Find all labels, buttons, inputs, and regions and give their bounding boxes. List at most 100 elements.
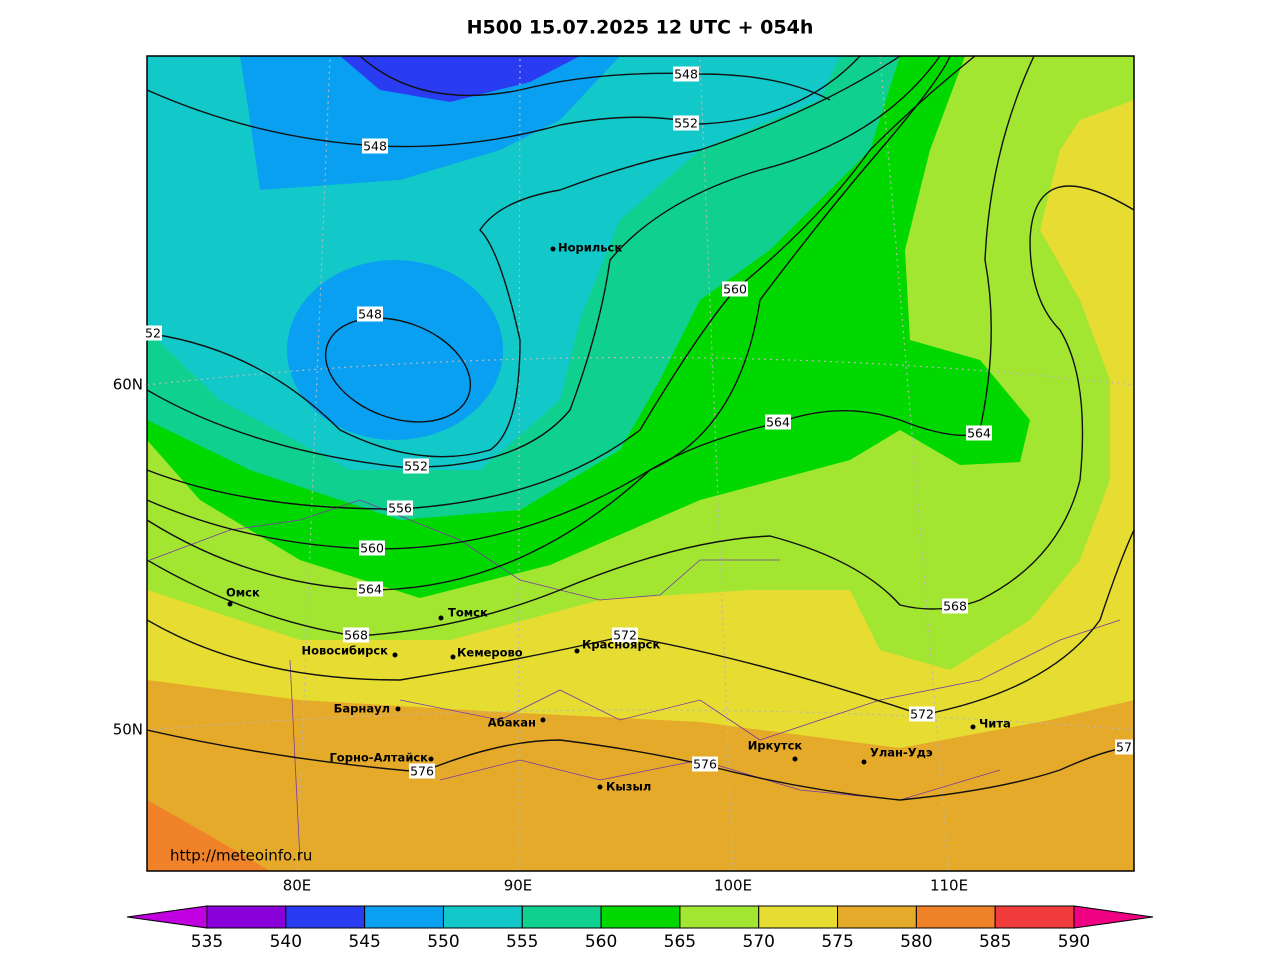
band-545-550 bbox=[240, 56, 620, 190]
contour-label-box bbox=[357, 306, 383, 322]
colorbar-label: 585 bbox=[979, 932, 1011, 952]
colorbar-label: 590 bbox=[1058, 932, 1090, 952]
map-area bbox=[147, 56, 1134, 871]
colorbar-label: 580 bbox=[900, 932, 932, 952]
contour-label-box bbox=[966, 425, 992, 441]
contour-label-box bbox=[612, 627, 638, 643]
contour-line bbox=[151, 56, 901, 458]
city-name: Горно-Алтайск bbox=[329, 751, 428, 765]
contour-label: 57 bbox=[1116, 740, 1132, 755]
contour-label-box bbox=[343, 627, 369, 643]
city-name: Чита bbox=[979, 717, 1011, 731]
colorbar-label: 550 bbox=[427, 932, 459, 952]
contour-label-box bbox=[144, 325, 162, 341]
city-dot bbox=[970, 724, 976, 730]
band-580-585 bbox=[147, 800, 270, 871]
contour-label: 548 bbox=[674, 67, 698, 82]
city-name: Кызыл bbox=[606, 780, 651, 794]
contour-label: 548 bbox=[363, 139, 387, 154]
longitude-label: 90E bbox=[504, 877, 533, 895]
city-dot bbox=[395, 706, 401, 712]
band-545-550-center bbox=[287, 260, 503, 440]
city-dot bbox=[792, 756, 798, 762]
city-name: Новосибирск bbox=[301, 644, 388, 658]
borders bbox=[149, 499, 1121, 861]
contour-label-box bbox=[359, 540, 385, 556]
contour-label: 560 bbox=[723, 282, 747, 297]
contour-label: 552 bbox=[674, 116, 698, 131]
contour-label-box bbox=[673, 115, 699, 131]
city-dot bbox=[392, 652, 398, 658]
contour-label: 52 bbox=[145, 326, 161, 341]
colorbar-box bbox=[206, 905, 287, 929]
contour-label-box bbox=[765, 414, 791, 430]
colorbar: 535 540 545 550 555 560 565 570 575 580 585 590 bbox=[126, 905, 1154, 952]
colorbar-label: 565 bbox=[664, 932, 696, 952]
contour-label-box bbox=[403, 458, 429, 474]
city-name: Красноярск bbox=[582, 638, 660, 652]
latitude-label: 50N bbox=[113, 721, 143, 739]
city-name: Улан-Удэ bbox=[870, 746, 933, 760]
contour-label: 572 bbox=[910, 707, 934, 722]
city-dot bbox=[450, 654, 456, 660]
contour-label: 564 bbox=[766, 415, 790, 430]
contour-label-box bbox=[692, 756, 718, 772]
longitude-label: 100E bbox=[714, 877, 752, 895]
contour-label-box bbox=[362, 138, 388, 154]
title: H500 15.07.2025 12 UTC + 054h bbox=[467, 17, 814, 39]
contour-label: 564 bbox=[967, 426, 991, 441]
city-name: Омск bbox=[226, 586, 260, 600]
contour-line bbox=[147, 529, 1134, 716]
source-url: http://meteoinfo.ru bbox=[170, 847, 312, 865]
colorbar-label: 545 bbox=[348, 932, 380, 952]
city-dot bbox=[438, 615, 444, 621]
colorbar-box bbox=[915, 905, 996, 929]
contour-label-box bbox=[673, 66, 699, 82]
contour-label-box bbox=[1115, 739, 1133, 755]
band-540-545 bbox=[340, 56, 580, 102]
contour-line bbox=[324, 317, 472, 423]
colorbar-extend-low bbox=[126, 905, 208, 929]
contour-line bbox=[359, 56, 831, 101]
city-dot bbox=[227, 601, 233, 607]
city-dot bbox=[861, 759, 867, 765]
colorbar-label: 575 bbox=[821, 932, 853, 952]
map-frame bbox=[146, 55, 1135, 872]
longitude-label: 110E bbox=[930, 877, 968, 895]
contour-label: 576 bbox=[410, 764, 434, 779]
contour-label: 564 bbox=[358, 582, 382, 597]
contour-line bbox=[147, 56, 951, 550]
contour-label: 572 bbox=[613, 628, 637, 643]
city-name: Томск bbox=[448, 606, 488, 620]
contour-line bbox=[147, 729, 1125, 801]
contour-label-box bbox=[409, 763, 435, 779]
contour-label-box bbox=[357, 581, 383, 597]
city-name: Иркутск bbox=[748, 739, 803, 753]
city-name: Барнаул bbox=[334, 702, 390, 716]
colorbar-box bbox=[994, 905, 1075, 929]
contour-labels: 548 552 548 548 52 560 552 556 560 564 5… bbox=[144, 66, 1133, 779]
colorbar-label: 555 bbox=[506, 932, 538, 952]
colorbar-extend-high bbox=[1073, 905, 1154, 929]
longitude-label: 80E bbox=[283, 877, 312, 895]
contour-label: 552 bbox=[404, 459, 428, 474]
colorbar-label: 560 bbox=[585, 932, 617, 952]
colorbar-label: 570 bbox=[743, 932, 775, 952]
city-name: Кемерово bbox=[457, 646, 523, 660]
latitude-label: 60N bbox=[113, 376, 143, 394]
colorbar-box bbox=[285, 905, 366, 929]
contour-label-box bbox=[387, 500, 413, 516]
colorbar-box bbox=[679, 905, 760, 929]
colorbar-box bbox=[521, 905, 602, 929]
contour-label: 568 bbox=[344, 628, 368, 643]
contour-label: 548 bbox=[358, 307, 382, 322]
colorbar-box bbox=[758, 905, 839, 929]
colorbar-box bbox=[837, 905, 917, 929]
colorbar-box bbox=[442, 905, 523, 929]
city-dot bbox=[597, 784, 603, 790]
city-dot bbox=[550, 246, 556, 252]
city-dot bbox=[574, 648, 580, 654]
contour-line bbox=[147, 56, 976, 510]
contour-line bbox=[147, 185, 1134, 637]
